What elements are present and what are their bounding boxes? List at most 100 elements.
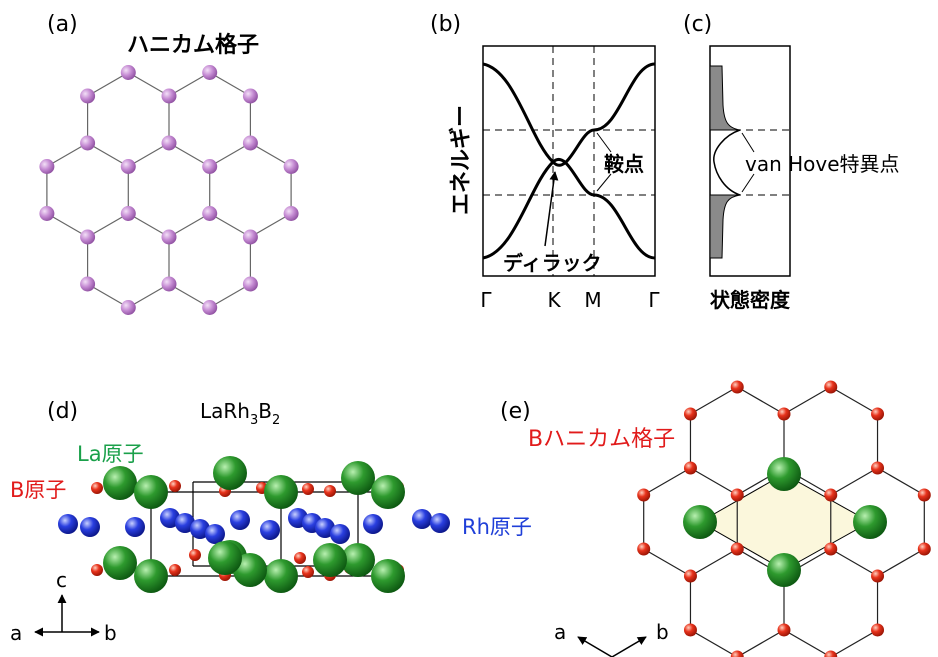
la-atom bbox=[853, 505, 887, 539]
panel-c-label: (c) bbox=[683, 12, 712, 37]
b-atom-label: B原子 bbox=[10, 478, 66, 502]
b-atom bbox=[730, 650, 744, 657]
b-atom bbox=[302, 566, 314, 578]
rh-atom bbox=[80, 517, 100, 537]
k-label-k: K bbox=[547, 288, 561, 312]
panel-a: (a) ハニカム格子 bbox=[39, 12, 299, 315]
b-bond bbox=[830, 548, 878, 577]
axis-a-label: a bbox=[10, 621, 22, 645]
lattice-bond bbox=[87, 283, 129, 309]
lattice-bond bbox=[168, 283, 211, 309]
b-bond bbox=[783, 386, 832, 415]
lattice-atom bbox=[161, 135, 177, 151]
b-bond bbox=[736, 629, 785, 657]
panel-e-title: Bハニカム格子 bbox=[528, 427, 675, 452]
lattice-atom bbox=[120, 206, 136, 221]
la-atom bbox=[208, 541, 242, 575]
b-bond bbox=[783, 629, 832, 657]
b-atom bbox=[91, 564, 103, 576]
b-atom bbox=[683, 623, 697, 637]
lattice-bond bbox=[168, 142, 211, 168]
energy-axis-label: エネルギー bbox=[449, 105, 474, 215]
rh-atom bbox=[363, 514, 383, 534]
la-atom bbox=[264, 559, 298, 593]
la-atom bbox=[341, 543, 375, 577]
dos-lower-fill bbox=[709, 194, 741, 259]
lattice-atom bbox=[202, 206, 218, 221]
lattice-bond bbox=[87, 71, 129, 97]
dos-upper-fill bbox=[709, 65, 741, 131]
lattice-atom bbox=[242, 229, 258, 245]
b-atom bbox=[777, 407, 791, 421]
panel-e-label: (e) bbox=[500, 399, 531, 424]
lattice-bond bbox=[127, 71, 170, 97]
lattice-bond bbox=[250, 212, 292, 238]
la-atom-label: La原子 bbox=[77, 442, 144, 466]
b-bond bbox=[643, 467, 691, 496]
lattice-atom bbox=[120, 300, 136, 315]
formula: LaRh3B2 bbox=[200, 399, 280, 428]
panel-d-label: (d) bbox=[47, 399, 78, 424]
b-atom bbox=[683, 407, 697, 421]
lattice-bond bbox=[209, 283, 251, 309]
lattice-bond bbox=[87, 142, 129, 168]
b-atom bbox=[917, 542, 931, 556]
lattice-bond bbox=[87, 212, 129, 238]
la-atom bbox=[213, 456, 247, 490]
la-atom bbox=[264, 475, 298, 509]
lattice-atom bbox=[120, 159, 136, 174]
lattice-atom bbox=[80, 135, 96, 151]
b-atom bbox=[824, 488, 838, 502]
crystal-structure bbox=[58, 456, 450, 593]
la-atom bbox=[134, 559, 168, 593]
b-bond bbox=[830, 629, 878, 657]
dirac-arrow bbox=[544, 171, 559, 247]
lattice-atom bbox=[283, 206, 299, 221]
la-atom bbox=[767, 457, 801, 491]
rh-atom bbox=[58, 514, 78, 534]
b-atom bbox=[730, 380, 744, 394]
la-atom bbox=[103, 546, 137, 580]
lower-band bbox=[482, 158, 656, 260]
b-atom bbox=[637, 488, 651, 502]
axis-e-b-label: b bbox=[656, 620, 669, 644]
lattice-atom bbox=[242, 88, 258, 104]
axis-c-label: c bbox=[56, 568, 67, 592]
b-bond bbox=[830, 467, 878, 496]
k-label-gamma-1: Γ bbox=[480, 288, 492, 312]
b-atom bbox=[871, 569, 885, 583]
lattice-bond bbox=[168, 212, 211, 238]
b-atom bbox=[294, 552, 306, 564]
lattice-bond bbox=[168, 71, 211, 97]
b-bond bbox=[877, 548, 925, 577]
lattice-bond bbox=[127, 142, 170, 168]
b-bond bbox=[690, 386, 738, 415]
la-sites bbox=[683, 457, 887, 587]
b-atom bbox=[917, 488, 931, 502]
b-atom bbox=[824, 380, 838, 394]
b-atom bbox=[189, 549, 201, 561]
lattice-bond bbox=[209, 71, 251, 97]
axes-e: a b bbox=[554, 620, 669, 657]
b-bond bbox=[690, 467, 738, 496]
la-atom bbox=[103, 466, 137, 500]
b-bond bbox=[877, 467, 925, 496]
saddle-pointer-upper bbox=[596, 132, 612, 153]
k-label-m: M bbox=[584, 288, 601, 312]
b-atom bbox=[730, 542, 744, 556]
lattice-bond bbox=[127, 283, 170, 309]
vanhove-label: van Hove特異点 bbox=[745, 152, 900, 176]
b-atom bbox=[871, 461, 885, 475]
rh-atom bbox=[315, 518, 335, 538]
b-atom bbox=[91, 482, 103, 494]
la-atom bbox=[767, 553, 801, 587]
lattice-atom bbox=[39, 159, 55, 174]
axis-e-a-label: a bbox=[554, 620, 566, 644]
dos-frame bbox=[709, 45, 791, 277]
b-atom bbox=[169, 480, 181, 492]
panel-c: (c) van Hove特異点 状態密度 bbox=[683, 12, 900, 312]
lattice-atom bbox=[161, 276, 177, 292]
b-atom bbox=[824, 650, 838, 657]
b-bond bbox=[830, 386, 878, 415]
vanhove-pointer-lower bbox=[741, 173, 755, 193]
